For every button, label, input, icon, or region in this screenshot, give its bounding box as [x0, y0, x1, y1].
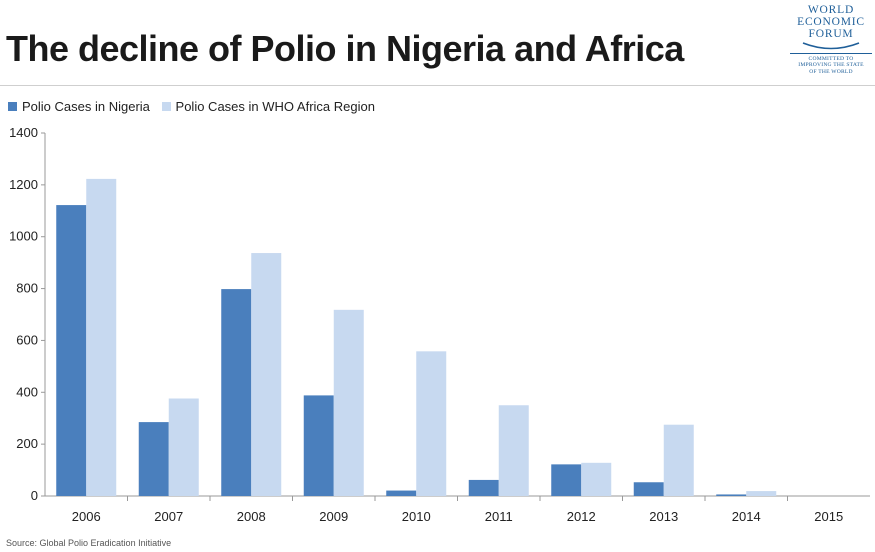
x-tick-label: 2013	[649, 509, 678, 524]
logo-tagline-2: IMPROVING THE STATE	[798, 62, 864, 69]
bar-nigeria	[633, 482, 664, 496]
logo-line-2: ECONOMIC	[797, 16, 865, 28]
bar-africa	[168, 398, 199, 496]
bar-africa	[498, 405, 529, 496]
bar-nigeria	[468, 479, 499, 496]
x-tick-label: 2014	[732, 509, 761, 524]
y-tick-label: 600	[16, 332, 38, 347]
legend-item-africa: Polio Cases in WHO Africa Region	[161, 99, 375, 114]
chart-title: The decline of Polio in Nigeria and Afri…	[6, 28, 684, 69]
legend-swatch-africa	[161, 102, 171, 111]
x-tick-label: 2009	[319, 509, 348, 524]
logo-line-3: FORUM	[808, 28, 854, 40]
bar-africa	[663, 424, 694, 496]
y-tick-label: 400	[16, 384, 38, 399]
bar-nigeria	[138, 422, 169, 496]
world-economic-forum-logo: WORLD ECONOMIC FORUM COMMITTED TO IMPROV…	[790, 4, 872, 84]
y-tick-label: 200	[16, 436, 38, 451]
legend-swatch-nigeria	[8, 102, 17, 111]
bar-nigeria	[386, 490, 417, 496]
logo-line-1: WORLD	[807, 4, 855, 16]
logo-arc-icon	[802, 42, 860, 50]
y-tick-label: 1400	[9, 125, 38, 140]
x-tick-label: 2008	[237, 509, 266, 524]
bar-africa	[746, 491, 777, 496]
bar-africa	[581, 462, 612, 496]
bar-nigeria	[221, 289, 252, 496]
bar-africa	[86, 178, 117, 497]
bar-nigeria	[56, 205, 87, 496]
y-tick-label: 0	[31, 488, 38, 503]
x-tick-label: 2012	[567, 509, 596, 524]
legend-label-nigeria: Polio Cases in Nigeria	[22, 99, 150, 114]
chart-legend: Polio Cases in Nigeria Polio Cases in WH…	[8, 99, 383, 114]
title-divider	[0, 85, 875, 86]
source-note: Source: Global Polio Eradication Initiat…	[6, 538, 172, 548]
y-tick-label: 800	[16, 281, 38, 296]
bar-nigeria	[716, 494, 747, 496]
x-tick-label: 2011	[485, 509, 513, 524]
bar-nigeria	[551, 464, 582, 496]
x-tick-label: 2007	[154, 509, 183, 524]
y-tick-label: 1200	[9, 177, 38, 192]
x-tick-label: 2006	[72, 509, 101, 524]
legend-item-nigeria: Polio Cases in Nigeria	[8, 99, 150, 114]
x-tick-label: 2010	[402, 509, 431, 524]
bar-africa	[416, 351, 447, 496]
logo-tagline: COMMITTED TO IMPROVING THE STATE OF THE …	[790, 53, 872, 75]
bar-nigeria	[303, 395, 334, 496]
logo-tagline-1: COMMITTED TO	[808, 56, 854, 62]
bar-africa	[251, 253, 282, 496]
logo-tagline-3: OF THE WORLD	[809, 68, 853, 75]
y-tick-label: 1000	[9, 229, 38, 244]
legend-label-africa: Polio Cases in WHO Africa Region	[175, 99, 375, 114]
x-tick-label: 2015	[814, 509, 843, 524]
bar-africa	[333, 309, 364, 496]
